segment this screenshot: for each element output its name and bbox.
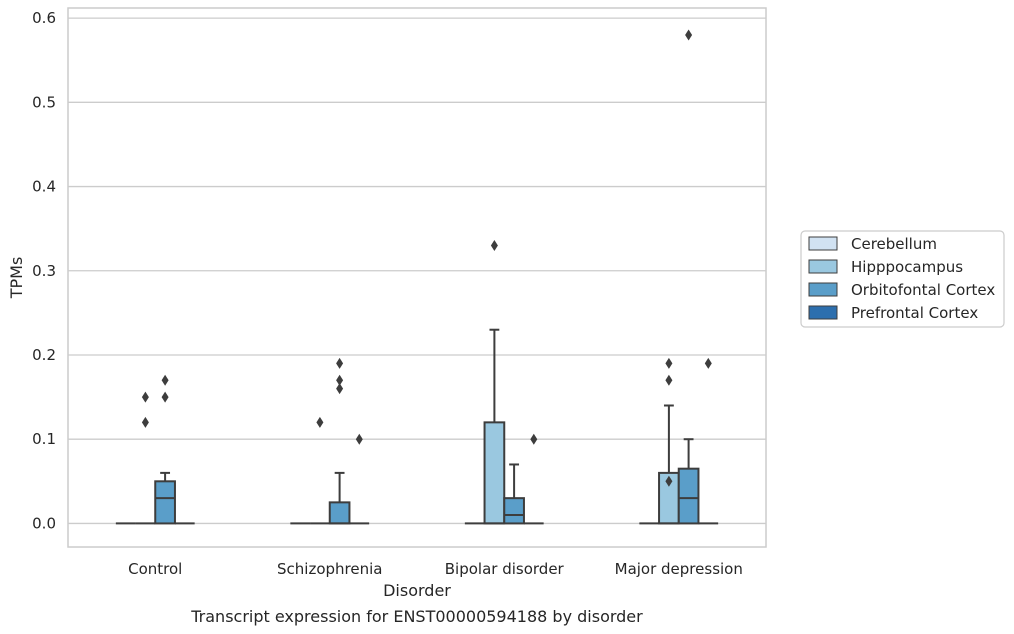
outlier-point	[530, 433, 538, 445]
y-tick-labels: 0.0 0.1 0.2 0.3 0.4 0.5 0.6	[32, 9, 56, 532]
box-hipppocampus	[658, 357, 680, 525]
legend-label: Prefrontal Cortex	[851, 304, 978, 322]
legend-swatch	[808, 236, 838, 251]
box-hipppocampus	[483, 239, 506, 525]
x-tick-label: Control	[128, 560, 182, 578]
outlier-point	[336, 374, 344, 386]
legend-swatch	[808, 305, 838, 320]
x-tick-labels: Control Schizophrenia Bipolar disorder Majo…	[128, 560, 743, 578]
box-series	[115, 29, 719, 525]
outlier-point	[665, 357, 673, 369]
x-tick-label: Bipolar disorder	[445, 560, 565, 578]
legend-label: Hipppocampus	[851, 258, 963, 276]
box-prefrontal-cortex	[523, 433, 544, 525]
outlier-point	[161, 374, 169, 386]
y-axis-label: TPMs	[7, 257, 26, 300]
outlier-point	[141, 416, 149, 428]
legend-swatch	[808, 282, 838, 297]
y-tick-label: 0.4	[32, 178, 56, 196]
box-body	[677, 467, 700, 525]
legend-label: Cerebellum	[851, 235, 937, 253]
box-body	[503, 497, 525, 525]
chart-caption: Transcript expression for ENST0000059418…	[190, 607, 643, 626]
x-tick-label: Major depression	[615, 560, 743, 578]
outlier-point	[685, 29, 693, 41]
legend: Cerebellum Hipppocampus Orbitofontal Corte…	[800, 230, 1005, 328]
outlier-point	[355, 433, 363, 445]
outlier-point	[665, 475, 673, 487]
outlier-point	[336, 383, 344, 395]
x-axis-label: Disorder	[383, 581, 451, 600]
y-tick-label: 0.6	[32, 9, 56, 27]
legend-swatch	[808, 259, 838, 274]
y-tick-label: 0.0	[32, 514, 56, 532]
box-prefrontal-cortex	[698, 357, 719, 525]
box-orbitofontal-cortex	[328, 357, 351, 525]
grid-lines	[68, 17, 766, 525]
box-orbitofontal-cortex	[154, 374, 176, 525]
box-body	[328, 501, 351, 525]
box-body	[483, 421, 506, 525]
outlier-point	[336, 357, 344, 369]
y-tick-label: 0.3	[32, 262, 56, 280]
outlier-point	[316, 416, 324, 428]
plot-frame	[67, 7, 767, 548]
box-hipppocampus	[135, 391, 156, 525]
legend-frame	[800, 230, 1005, 328]
outlier-point	[704, 357, 712, 369]
y-tick-label: 0.5	[32, 93, 56, 111]
x-tick-label: Schizophrenia	[277, 560, 382, 578]
y-tick-label: 0.1	[32, 430, 56, 448]
box-hipppocampus	[310, 416, 330, 525]
outlier-point	[141, 391, 149, 403]
legend-label: Orbitofontal Cortex	[851, 281, 995, 299]
y-tick-label: 0.2	[32, 346, 56, 364]
box-orbitofontal-cortex	[503, 463, 525, 525]
box-body	[154, 480, 176, 525]
outlier-point	[161, 391, 169, 403]
outlier-point	[490, 239, 498, 251]
box-prefrontal-cortex	[349, 433, 370, 525]
box-orbitofontal-cortex	[677, 29, 700, 525]
outlier-point	[665, 374, 673, 386]
